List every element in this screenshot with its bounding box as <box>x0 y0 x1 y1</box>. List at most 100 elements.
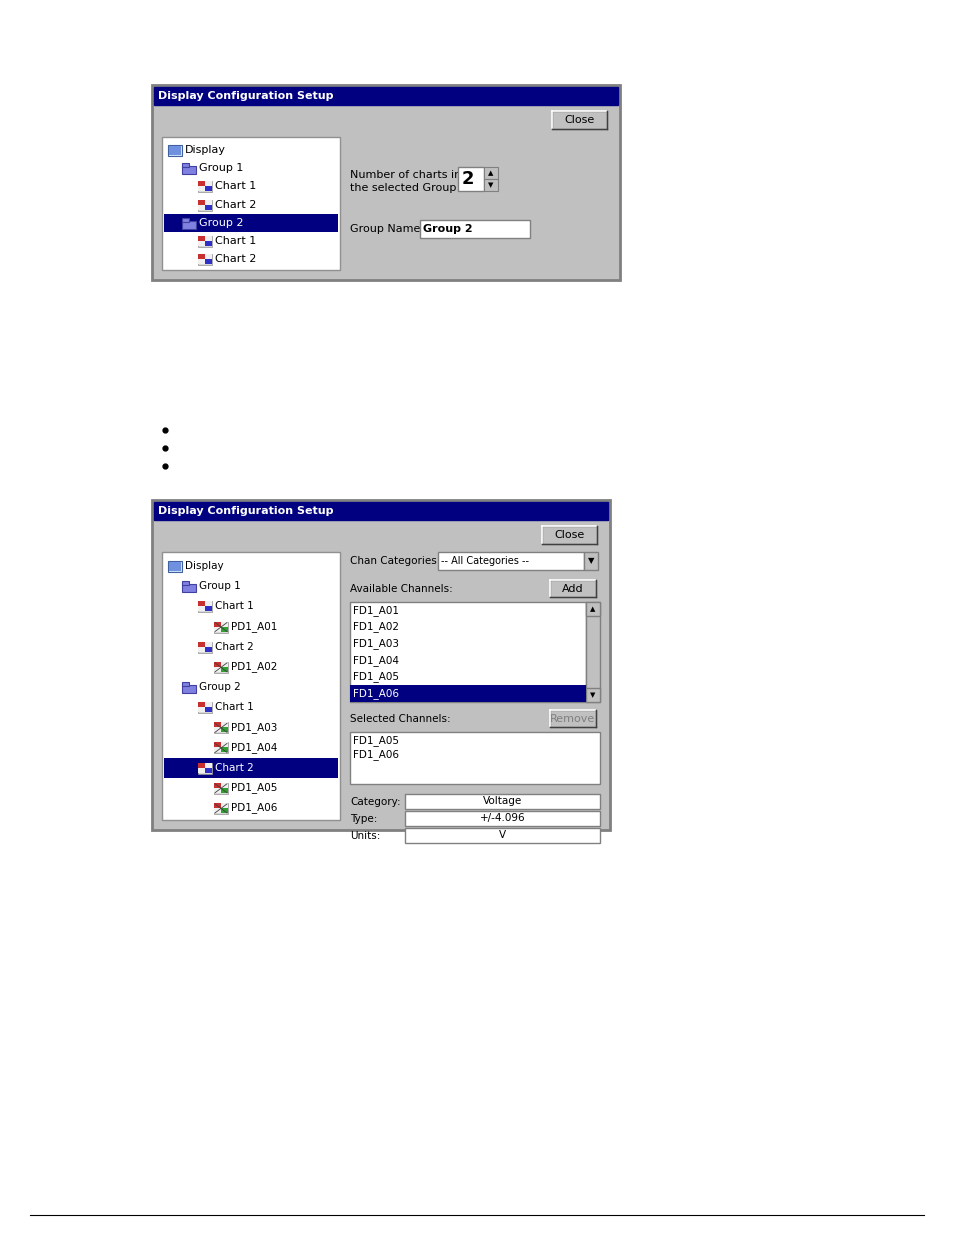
Text: Number of charts in: Number of charts in <box>350 170 460 180</box>
Bar <box>182 582 189 585</box>
Bar <box>213 808 221 813</box>
Bar <box>205 200 212 205</box>
Bar <box>205 182 212 186</box>
Bar <box>550 580 596 597</box>
Bar <box>213 667 221 672</box>
Text: Chart 2: Chart 2 <box>214 254 256 264</box>
Bar <box>405 827 599 844</box>
Bar <box>221 621 228 626</box>
Bar <box>437 552 583 571</box>
Text: Selected Channels:: Selected Channels: <box>350 714 450 724</box>
Bar <box>205 254 212 259</box>
Bar <box>198 647 205 652</box>
Bar <box>221 662 228 667</box>
Text: PD1_A01: PD1_A01 <box>231 621 277 632</box>
Bar <box>198 601 205 606</box>
Bar <box>213 662 228 673</box>
Text: PD1_A06: PD1_A06 <box>231 803 277 814</box>
Text: Available Channels:: Available Channels: <box>350 584 453 594</box>
Bar <box>198 259 205 264</box>
Bar <box>198 205 205 210</box>
Bar <box>198 703 212 713</box>
Bar <box>419 220 530 238</box>
Text: Display Configuration Setup: Display Configuration Setup <box>158 506 334 516</box>
Bar <box>213 722 228 734</box>
Text: Type:: Type: <box>350 814 377 824</box>
Text: Chart 2: Chart 2 <box>214 642 253 652</box>
Text: Chart 2: Chart 2 <box>214 200 256 210</box>
Bar <box>198 182 212 193</box>
Bar <box>483 179 497 191</box>
Bar <box>405 811 599 826</box>
Text: ▼: ▼ <box>587 557 594 566</box>
Bar <box>162 137 339 270</box>
Bar <box>213 803 228 814</box>
Bar <box>198 200 212 210</box>
Bar <box>198 182 205 186</box>
Bar <box>152 500 609 830</box>
Bar <box>585 601 599 616</box>
Bar <box>198 708 205 713</box>
Text: FD1_A06: FD1_A06 <box>353 688 398 699</box>
Text: Category:: Category: <box>350 797 400 806</box>
Bar <box>182 217 189 221</box>
Text: Display: Display <box>185 144 226 156</box>
Bar <box>198 703 205 708</box>
Text: ▲: ▲ <box>488 170 493 177</box>
Text: Chan Categories:: Chan Categories: <box>350 556 440 566</box>
Text: ▼: ▼ <box>488 182 493 188</box>
Bar <box>585 601 599 701</box>
Text: FD1_A01: FD1_A01 <box>353 605 398 616</box>
Bar <box>164 757 337 778</box>
Bar <box>350 685 585 701</box>
Bar <box>350 732 599 784</box>
Bar <box>221 747 228 752</box>
Bar <box>198 186 205 191</box>
Bar <box>152 85 619 280</box>
Bar <box>168 561 182 572</box>
Text: Group Name: Group Name <box>350 224 420 233</box>
Bar <box>182 167 195 174</box>
Text: Chart 1: Chart 1 <box>214 182 256 191</box>
Text: ▲: ▲ <box>590 606 595 613</box>
Bar <box>182 682 189 685</box>
Bar <box>213 783 221 788</box>
Text: FD1_A03: FD1_A03 <box>353 638 398 650</box>
Bar <box>182 221 195 228</box>
Text: PD1_A04: PD1_A04 <box>231 742 277 753</box>
Text: Group 2: Group 2 <box>422 224 472 233</box>
Text: Group 2: Group 2 <box>199 682 240 692</box>
Bar <box>221 803 228 808</box>
Bar <box>182 163 189 167</box>
Text: Chart 1: Chart 1 <box>214 703 253 713</box>
Bar <box>205 236 212 241</box>
Bar <box>198 236 205 241</box>
Bar <box>552 111 606 128</box>
Text: Chart 1: Chart 1 <box>214 601 253 611</box>
Bar <box>205 763 212 768</box>
Text: Chart 1: Chart 1 <box>214 236 256 246</box>
Text: PD1_A02: PD1_A02 <box>231 662 277 672</box>
Bar <box>182 584 195 593</box>
Bar <box>221 722 228 727</box>
Text: Group 1: Group 1 <box>199 582 240 592</box>
Bar <box>168 144 182 156</box>
Bar <box>213 727 221 732</box>
Bar <box>221 783 228 788</box>
Bar <box>205 708 212 713</box>
Bar <box>205 205 212 210</box>
Bar <box>221 742 228 747</box>
Text: Units:: Units: <box>350 831 380 841</box>
Bar <box>221 788 228 793</box>
Text: Close: Close <box>554 530 584 540</box>
Text: FD1_A04: FD1_A04 <box>353 655 398 666</box>
Bar <box>457 167 483 191</box>
Bar <box>205 647 212 652</box>
Bar <box>213 621 221 626</box>
Bar <box>205 642 212 647</box>
Bar <box>153 86 618 105</box>
Text: Chart 2: Chart 2 <box>214 763 253 773</box>
Bar <box>198 200 205 205</box>
Bar <box>198 254 212 266</box>
Text: Remove: Remove <box>550 714 595 724</box>
